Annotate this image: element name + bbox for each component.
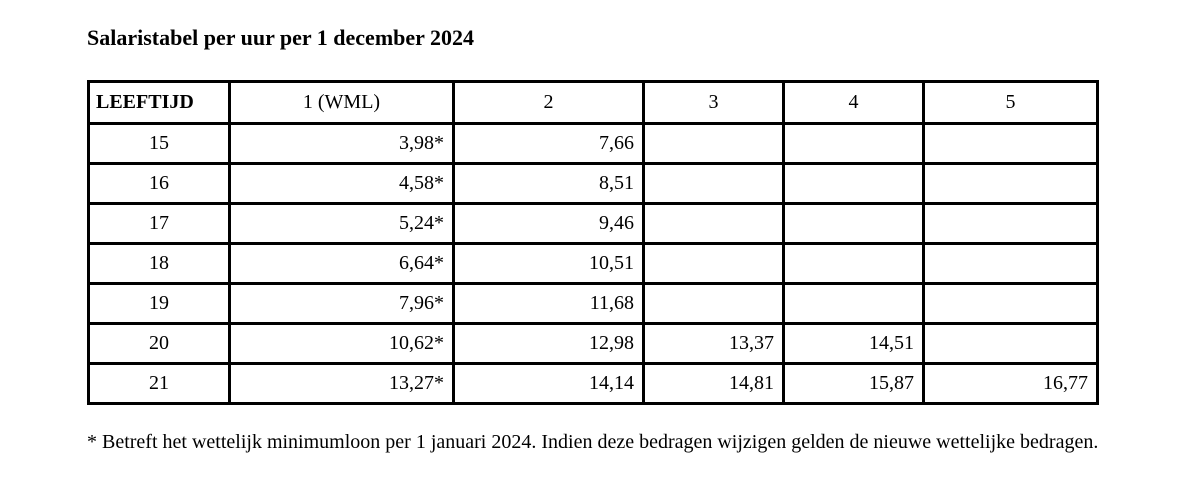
cell-wml: 10,62* — [228, 322, 455, 365]
cell-scale-3 — [642, 242, 785, 285]
column-header-2: 2 — [452, 80, 645, 125]
cell-wml: 5,24* — [228, 202, 455, 245]
column-header-1-wml: 1 (WML) — [228, 80, 455, 125]
cell-scale-5 — [922, 122, 1099, 165]
cell-scale-4 — [782, 282, 925, 325]
cell-scale-3: 14,81 — [642, 362, 785, 405]
column-header-3: 3 — [642, 80, 785, 125]
cell-scale-2: 10,51 — [452, 242, 645, 285]
cell-scale-5 — [922, 242, 1099, 285]
column-header-4: 4 — [782, 80, 925, 125]
table-row-age-17: 17 5,24* 9,46 — [87, 202, 1099, 245]
cell-age: 21 — [87, 362, 231, 405]
page-title: Salaristabel per uur per 1 december 2024 — [87, 25, 475, 50]
cell-scale-5 — [922, 282, 1099, 325]
cell-scale-3 — [642, 122, 785, 165]
column-header-leeftijd: LEEFTIJD — [87, 80, 231, 125]
table-row-age-20: 20 10,62* 12,98 13,37 14,51 — [87, 322, 1099, 365]
cell-scale-4: 14,51 — [782, 322, 925, 365]
cell-scale-5 — [922, 322, 1099, 365]
table-row-age-18: 18 6,64* 10,51 — [87, 242, 1099, 285]
table-row-age-21: 21 13,27* 14,14 14,81 15,87 16,77 — [87, 362, 1099, 405]
cell-age: 17 — [87, 202, 231, 245]
cell-scale-3: 13,37 — [642, 322, 785, 365]
cell-scale-3 — [642, 162, 785, 205]
table-row-age-19: 19 7,96* 11,68 — [87, 282, 1099, 325]
cell-age: 20 — [87, 322, 231, 365]
cell-scale-4 — [782, 202, 925, 245]
column-header-5: 5 — [922, 80, 1099, 125]
cell-scale-2: 11,68 — [452, 282, 645, 325]
cell-scale-2: 8,51 — [452, 162, 645, 205]
cell-scale-2: 12,98 — [452, 322, 645, 365]
cell-scale-2: 14,14 — [452, 362, 645, 405]
cell-age: 16 — [87, 162, 231, 205]
cell-scale-5: 16,77 — [922, 362, 1099, 405]
cell-wml: 4,58* — [228, 162, 455, 205]
cell-scale-2: 7,66 — [452, 122, 645, 165]
cell-scale-4 — [782, 242, 925, 285]
cell-scale-2: 9,46 — [452, 202, 645, 245]
cell-wml: 3,98* — [228, 122, 455, 165]
cell-scale-3 — [642, 282, 785, 325]
cell-scale-5 — [922, 162, 1099, 205]
cell-age: 15 — [87, 122, 231, 165]
table-row-age-16: 16 4,58* 8,51 — [87, 162, 1099, 205]
table-header-row: LEEFTIJD 1 (WML) 2 3 4 5 — [87, 80, 1099, 125]
cell-wml: 7,96* — [228, 282, 455, 325]
cell-age: 18 — [87, 242, 231, 285]
cell-scale-4 — [782, 162, 925, 205]
cell-scale-4: 15,87 — [782, 362, 925, 405]
cell-wml: 13,27* — [228, 362, 455, 405]
cell-wml: 6,64* — [228, 242, 455, 285]
table-row-age-15: 15 3,98* 7,66 — [87, 122, 1099, 165]
cell-age: 19 — [87, 282, 231, 325]
cell-scale-3 — [642, 202, 785, 245]
cell-scale-4 — [782, 122, 925, 165]
salary-table: LEEFTIJD 1 (WML) 2 3 4 5 15 3,98* 7,66 1… — [87, 80, 1099, 405]
footnote: * Betreft het wettelijk minimumloon per … — [87, 431, 1099, 453]
cell-scale-5 — [922, 202, 1099, 245]
